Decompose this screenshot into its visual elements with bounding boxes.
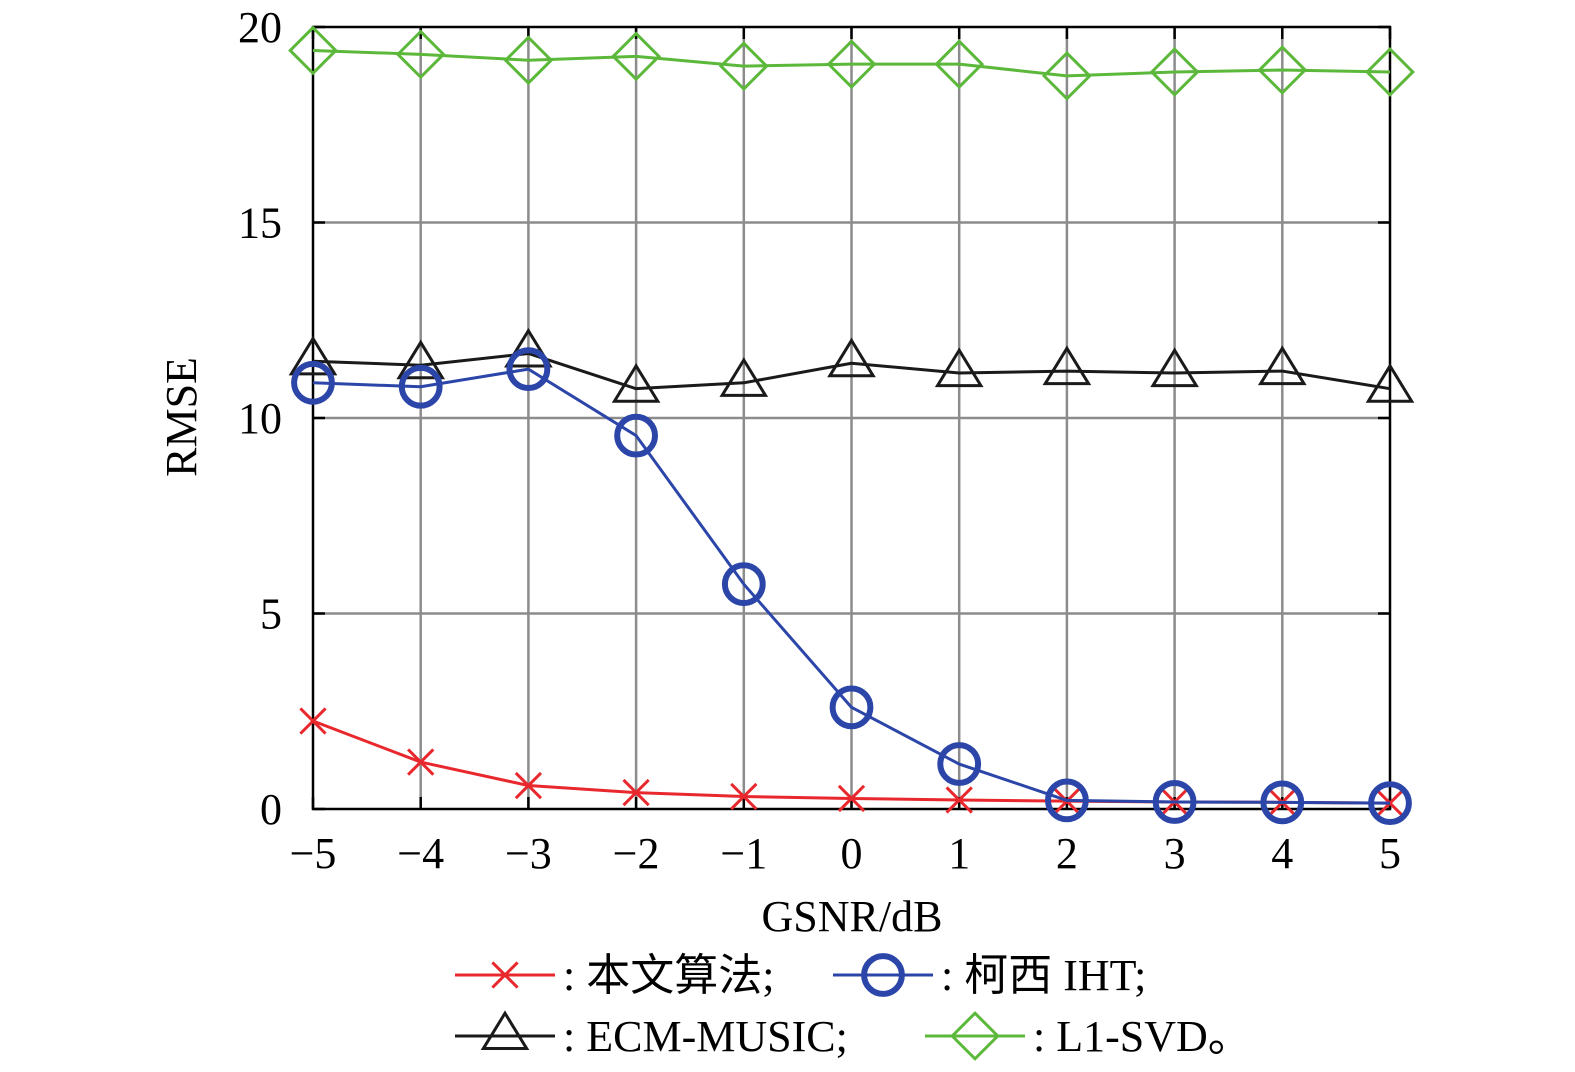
legend-label: : 柯西 IHT;	[941, 951, 1146, 1000]
x-tick-label: −5	[290, 829, 337, 878]
x-axis-label: GSNR/dB	[762, 892, 943, 941]
y-tick-label: 5	[260, 590, 282, 639]
x-tick-label: 1	[948, 829, 970, 878]
tick-labels: −5 −4 −3 −2 −1 0 1 2 3 4 5 0 5 10 15 20	[238, 3, 1401, 878]
data-point-diamond-marker	[611, 31, 662, 82]
data-point-triangle-marker	[1365, 363, 1415, 403]
data-point-triangle-marker	[1150, 347, 1199, 388]
data-point-triangle-marker	[934, 347, 984, 388]
data-point-diamond-marker	[395, 29, 446, 80]
data-point-diamond-marker	[826, 39, 877, 90]
data-point-diamond-marker	[1041, 50, 1092, 101]
x-tick-label: 3	[1164, 829, 1186, 878]
data-point-circle-marker	[861, 953, 905, 997]
data-point-diamond-marker	[1365, 47, 1415, 97]
legend-item: : L1-SVD。	[925, 1011, 1252, 1061]
x-tick-label: 0	[841, 829, 863, 878]
legend-label: : ECM-MUSIC;	[563, 1012, 848, 1061]
legend-item: : 柯西 IHT;	[833, 951, 1146, 1000]
data-point-circle-marker	[506, 347, 551, 392]
legend-item: : 本文算法;	[455, 951, 774, 1000]
data-point-diamond-marker	[718, 41, 769, 92]
data-point-circle-marker	[1368, 781, 1412, 826]
plot-series	[288, 25, 1415, 826]
series-l1-svd	[288, 25, 1415, 101]
data-point-triangle-marker	[719, 357, 769, 397]
data-point-diamond-marker	[503, 35, 554, 86]
legend-label: : 本文算法;	[563, 951, 774, 1000]
data-point-circle-marker	[291, 360, 335, 405]
data-point-x-marker	[407, 748, 435, 776]
data-point-circle-marker	[1045, 778, 1089, 823]
y-axis-label: RMSE	[157, 357, 206, 477]
data-point-triangle-marker	[288, 335, 338, 376]
data-point-circle-marker	[1152, 780, 1197, 824]
data-point-circle-marker	[398, 364, 443, 409]
y-tick-label: 0	[260, 785, 282, 834]
data-point-x-marker	[514, 771, 543, 800]
series-line	[312, 48, 1391, 78]
data-point-x-marker	[945, 786, 973, 814]
data-point-triangle-marker	[504, 327, 553, 368]
data-point-x-marker	[299, 707, 327, 735]
data-point-triangle-marker	[1257, 345, 1307, 386]
x-tick-label: −3	[505, 829, 552, 878]
legend: : 本文算法; : 柯西 IHT; : ECM-MUSIC; : L1-SVD。	[455, 951, 1252, 1061]
legend-item: : ECM-MUSIC;	[455, 1010, 848, 1061]
data-point-triangle-marker	[827, 337, 876, 378]
grid	[313, 27, 1390, 809]
data-point-diamond-marker	[1149, 47, 1200, 97]
series-line	[312, 367, 1391, 805]
data-point-x-marker	[837, 784, 866, 813]
x-tick-label: 5	[1379, 829, 1401, 878]
data-point-triangle-marker	[396, 339, 446, 380]
x-tick-label: −4	[397, 829, 444, 878]
data-point-circle-marker	[614, 413, 658, 458]
x-tick-label: 2	[1056, 829, 1078, 878]
data-point-diamond-marker	[1257, 45, 1308, 95]
x-tick-label: −2	[613, 829, 660, 878]
data-point-x-marker	[491, 961, 519, 989]
data-point-triangle-marker	[1042, 345, 1092, 386]
data-point-x-marker	[730, 782, 758, 811]
plot-axes	[311, 25, 1392, 811]
data-point-circle-marker	[829, 685, 874, 730]
legend-label: : L1-SVD。	[1033, 1012, 1252, 1061]
data-point-diamond-marker	[934, 39, 985, 90]
data-point-triangle-marker	[611, 363, 661, 403]
series-柯西-iht	[291, 347, 1412, 826]
y-tick-label: 20	[238, 3, 282, 52]
y-tick-label: 10	[238, 394, 282, 443]
x-tick-label: 4	[1271, 829, 1293, 878]
data-point-circle-marker	[937, 742, 982, 786]
data-point-x-marker	[622, 778, 650, 807]
data-point-triangle-marker	[480, 1010, 530, 1051]
data-point-diamond-marker	[950, 1011, 1000, 1061]
data-point-diamond-marker	[288, 25, 338, 76]
data-point-circle-marker	[721, 562, 766, 607]
data-point-circle-marker	[1260, 780, 1305, 825]
series-ecm-music	[288, 327, 1415, 403]
y-tick-label: 15	[238, 199, 282, 248]
series-line	[312, 351, 1391, 391]
x-tick-label: −1	[720, 829, 767, 878]
